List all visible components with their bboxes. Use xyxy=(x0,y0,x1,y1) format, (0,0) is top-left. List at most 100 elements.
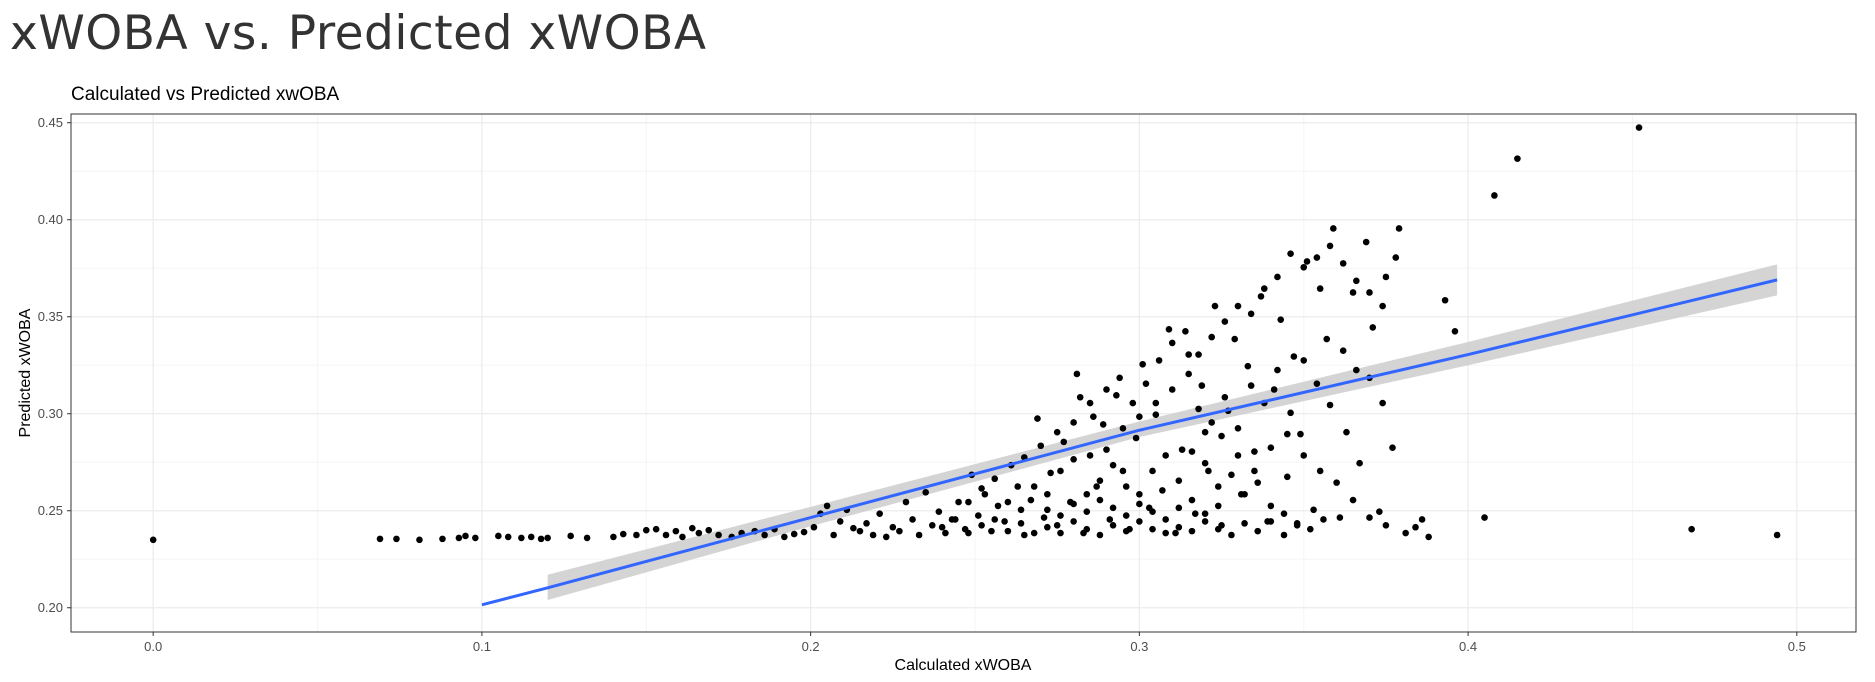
confidence-band-layer xyxy=(547,264,1778,600)
data-point xyxy=(633,531,640,539)
data-point xyxy=(619,530,627,538)
data-point xyxy=(1188,496,1196,504)
data-point xyxy=(1260,285,1268,292)
data-point xyxy=(1175,477,1183,484)
data-point xyxy=(1412,523,1419,531)
data-point xyxy=(1116,374,1123,382)
y-tick-label: 0.45 xyxy=(38,115,63,130)
data-point xyxy=(1044,523,1051,531)
data-point xyxy=(1099,421,1107,428)
data-point xyxy=(1208,419,1215,426)
data-point xyxy=(1280,531,1288,539)
data-point xyxy=(942,529,949,537)
data-point xyxy=(715,531,722,539)
data-point xyxy=(1090,413,1097,420)
data-point xyxy=(1175,523,1183,531)
data-point xyxy=(1356,459,1363,467)
data-point xyxy=(1149,525,1156,533)
data-point xyxy=(988,527,995,535)
data-point xyxy=(850,524,857,532)
data-point xyxy=(1283,473,1291,481)
data-point xyxy=(1307,525,1314,533)
data-point xyxy=(1234,424,1242,432)
data-point xyxy=(1267,502,1275,510)
data-point xyxy=(583,534,591,542)
data-point xyxy=(662,531,670,539)
data-point xyxy=(1060,438,1068,446)
data-point xyxy=(1198,382,1206,389)
data-point xyxy=(1195,405,1202,413)
x-tick-label: 0.3 xyxy=(1130,639,1148,654)
data-point xyxy=(1136,413,1143,420)
data-point xyxy=(1168,386,1176,393)
y-tick-label: 0.25 xyxy=(38,503,63,518)
data-point xyxy=(1119,467,1127,475)
data-point xyxy=(1221,318,1229,325)
x-axis-title: Calculated xWOBA xyxy=(895,657,1032,674)
data-point xyxy=(1244,362,1252,370)
panel-border xyxy=(70,113,1857,633)
data-point xyxy=(1257,293,1265,300)
data-point xyxy=(991,516,999,523)
y-tick-label: 0.20 xyxy=(38,600,63,615)
data-point xyxy=(994,502,1002,510)
data-point xyxy=(1353,277,1360,285)
data-point xyxy=(1313,254,1321,261)
data-point xyxy=(1402,529,1409,537)
data-point xyxy=(439,535,446,543)
data-point xyxy=(1014,483,1022,490)
data-point xyxy=(567,532,574,540)
data-point xyxy=(1339,260,1347,267)
grid-major xyxy=(71,114,1856,632)
data-point xyxy=(1313,380,1321,387)
data-point xyxy=(1270,386,1278,393)
data-point xyxy=(1297,430,1304,438)
data-point xyxy=(1379,302,1386,310)
data-point xyxy=(695,529,703,537)
data-point xyxy=(1349,496,1357,504)
data-point xyxy=(1491,192,1498,199)
data-point xyxy=(863,520,870,527)
data-point xyxy=(836,518,844,525)
data-point xyxy=(1004,498,1012,506)
data-point xyxy=(1122,527,1130,535)
data-point xyxy=(1316,467,1324,475)
data-point xyxy=(672,527,680,535)
data-point xyxy=(1343,428,1350,436)
data-point xyxy=(544,534,551,542)
data-point xyxy=(1287,409,1294,417)
data-point xyxy=(1205,467,1212,475)
data-point xyxy=(1290,353,1298,360)
data-point xyxy=(1047,469,1054,477)
data-point xyxy=(1106,516,1114,523)
data-point xyxy=(1481,514,1488,521)
data-point xyxy=(705,526,713,534)
data-point xyxy=(1369,324,1377,331)
y-axis: 0.20 0.25 0.30 0.35 0.40 0.45 xyxy=(38,115,71,615)
data-point xyxy=(1165,326,1173,333)
data-point xyxy=(1142,380,1150,387)
data-point xyxy=(1234,452,1242,459)
data-point xyxy=(991,475,999,483)
page-title: xWOBA vs. Predicted xWOBA xyxy=(10,6,707,61)
data-point xyxy=(393,535,400,543)
data-point xyxy=(1136,518,1143,525)
data-point xyxy=(1382,273,1390,281)
data-point xyxy=(896,527,903,535)
data-point xyxy=(1175,504,1183,512)
data-point xyxy=(1076,393,1084,401)
data-point xyxy=(1162,452,1169,459)
data-point xyxy=(965,498,972,506)
data-point xyxy=(1030,529,1038,537)
data-point xyxy=(610,533,617,541)
data-point xyxy=(1129,399,1137,407)
data-point xyxy=(1303,258,1311,265)
plot-title: Calculated vs Predicted xwOBA xyxy=(71,84,340,105)
data-point xyxy=(1234,302,1242,310)
data-point xyxy=(1267,444,1275,451)
data-point xyxy=(1152,399,1160,407)
data-point xyxy=(1027,496,1035,504)
data-point xyxy=(1185,351,1192,358)
regression-line xyxy=(481,278,1778,607)
